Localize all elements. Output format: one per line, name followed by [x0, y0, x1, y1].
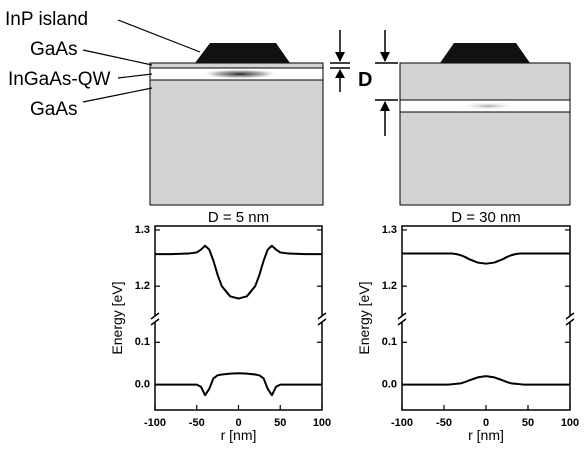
leader — [82, 49, 153, 66]
x-tick-label: -100 — [391, 417, 413, 429]
axis-break — [397, 318, 407, 326]
island — [440, 43, 530, 63]
island — [195, 43, 290, 63]
x-tick-label: -100 — [144, 417, 166, 429]
chart-title: D = 5 nm — [208, 209, 269, 226]
substrate — [149, 62, 324, 206]
x-axis-label: r [nm] — [468, 427, 504, 443]
x-axis-label: r [nm] — [221, 427, 257, 443]
structure-right — [399, 43, 571, 206]
y-tick-label: 0.1 — [382, 336, 397, 348]
wavefunction — [458, 102, 518, 110]
data-line — [155, 372, 322, 397]
y-tick-label: 1.2 — [382, 280, 397, 292]
y-axis-label: Energy [eV] — [356, 281, 372, 354]
axis-break — [397, 312, 407, 320]
axis-break — [317, 312, 327, 320]
x-tick-label: 0 — [235, 417, 241, 429]
y-tick-label: 0.0 — [382, 379, 397, 391]
label: InGaAs-QW — [8, 69, 110, 90]
dimension — [330, 30, 398, 136]
axis-break-gap — [151, 316, 159, 322]
label: GaAs — [30, 99, 78, 120]
label: GaAs — [30, 39, 78, 60]
x-tick-label: 0 — [483, 417, 489, 429]
substrate — [399, 62, 571, 206]
axis-break — [317, 318, 327, 326]
leader — [117, 73, 153, 79]
leader — [117, 19, 201, 53]
data-line — [155, 244, 322, 300]
axis-break — [565, 318, 575, 326]
label: InP island — [5, 9, 88, 30]
y-axis-label: Energy [eV] — [109, 281, 125, 354]
chart-title: D = 30 nm — [451, 209, 521, 226]
structure-left — [149, 43, 324, 206]
x-tick-label: 100 — [313, 417, 331, 429]
dimension-label: D — [358, 69, 372, 91]
y-tick-label: 1.3 — [382, 224, 397, 236]
wavefunction — [200, 69, 280, 79]
x-tick-label: -50 — [436, 417, 452, 429]
axis-break — [150, 318, 160, 326]
axis-break — [150, 312, 160, 320]
x-tick-label: 100 — [561, 417, 579, 429]
x-tick-label: 50 — [274, 417, 286, 429]
y-tick-label: 0.0 — [135, 379, 150, 391]
axis-break-gap — [398, 316, 406, 322]
data-line — [402, 375, 570, 386]
y-tick-label: 1.2 — [135, 280, 150, 292]
axis-break — [565, 312, 575, 320]
x-tick-label: 50 — [522, 417, 534, 429]
y-tick-label: 0.1 — [135, 336, 150, 348]
axis-break-gap — [566, 316, 574, 322]
x-tick-label: -50 — [189, 417, 205, 429]
axis-break-gap — [318, 316, 326, 322]
data-line — [402, 252, 570, 265]
y-tick-label: 1.3 — [135, 224, 150, 236]
leader — [82, 87, 153, 103]
